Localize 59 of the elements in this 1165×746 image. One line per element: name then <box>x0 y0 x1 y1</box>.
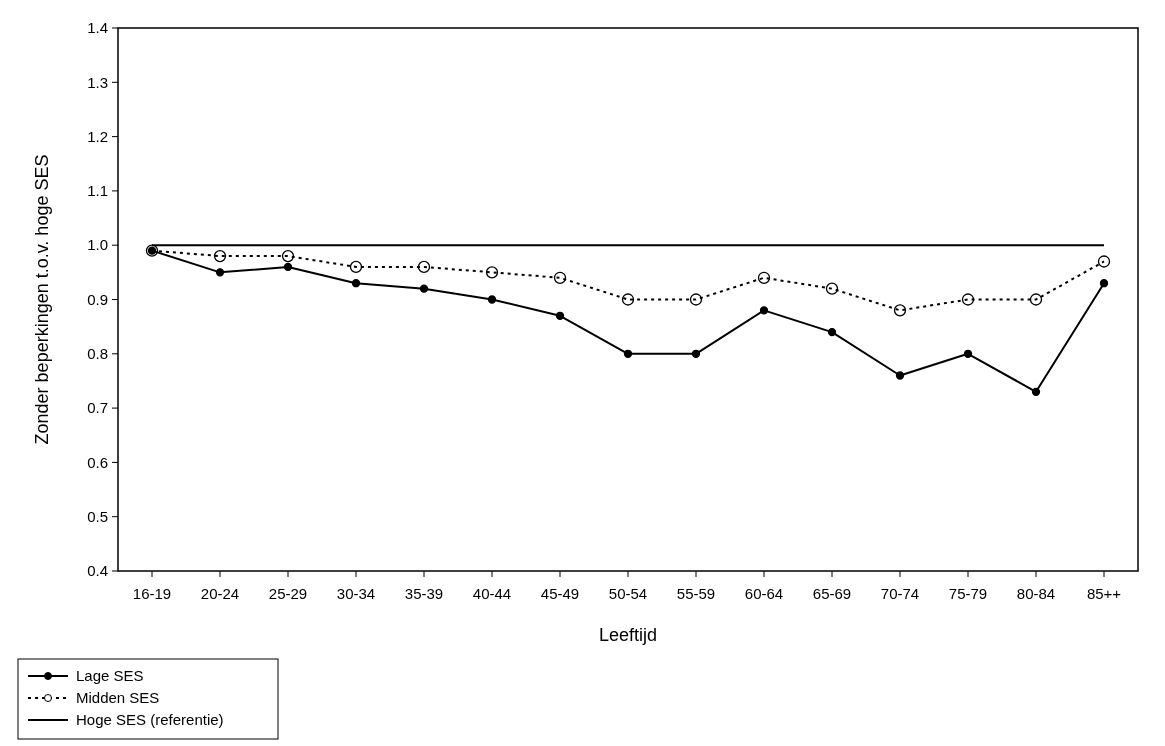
point <box>961 293 975 306</box>
x-tick-label: 75-79 <box>948 585 988 602</box>
x-tick-label: 30-34 <box>336 585 376 602</box>
point <box>281 249 295 263</box>
point <box>351 279 361 288</box>
x-tick-label: 25-29 <box>268 585 308 602</box>
point <box>623 349 633 358</box>
point <box>621 293 635 306</box>
y-tick-label: 0.5 <box>87 507 108 525</box>
y-tick-label: 0.8 <box>87 345 108 363</box>
point <box>349 260 363 274</box>
x-tick-label: 85++ <box>1086 585 1122 602</box>
x-tick-label: 20-24 <box>200 585 240 602</box>
point <box>895 371 905 380</box>
y-tick-label: 1.2 <box>87 127 108 145</box>
point <box>417 260 431 274</box>
y-tick-label: 1.4 <box>87 19 108 37</box>
x-tick-label: 40-44 <box>472 585 512 602</box>
legend-label: Hoge SES (referentie) <box>76 711 224 728</box>
x-tick-label: 80-84 <box>1016 585 1056 602</box>
x-tick-label: 35-39 <box>404 585 444 602</box>
x-tick-label: 55-59 <box>676 585 716 602</box>
legend-label: Midden SES <box>76 689 160 706</box>
point <box>215 268 225 277</box>
point <box>1031 387 1041 396</box>
point <box>213 249 227 263</box>
y-tick-label: 0.7 <box>87 399 108 417</box>
point <box>555 311 565 320</box>
y-tick-label: 1.0 <box>87 236 108 254</box>
y-tick-label: 0.9 <box>87 290 108 308</box>
point <box>485 266 499 279</box>
x-tick-label: 45-49 <box>540 585 580 602</box>
point <box>487 295 497 304</box>
point <box>963 349 973 358</box>
x-axis-title: Leeftijd <box>598 625 658 645</box>
x-tick-label: 65-69 <box>812 585 852 602</box>
y-axis-title: Zonder beperkingen t.o.v. hoge SES <box>32 154 52 445</box>
point <box>691 349 701 358</box>
y-tick-label: 0.6 <box>87 453 108 471</box>
point <box>1029 293 1043 306</box>
point <box>759 306 769 315</box>
point <box>1099 279 1109 288</box>
legend-label: Lage SES <box>76 667 144 684</box>
point <box>283 262 293 272</box>
point <box>1097 255 1111 268</box>
y-tick-label: 1.3 <box>87 73 108 91</box>
point <box>419 284 429 293</box>
x-tick-label: 50-54 <box>608 585 648 602</box>
x-tick-label: 60-64 <box>744 585 784 602</box>
y-tick-label: 0.4 <box>87 562 108 580</box>
point <box>757 271 771 284</box>
x-tick-label: 16-19 <box>132 585 172 602</box>
x-tick-label: 70-74 <box>880 585 920 602</box>
point <box>827 327 837 337</box>
point <box>825 282 839 295</box>
point <box>553 271 567 284</box>
point <box>893 304 907 317</box>
y-tick-label: 1.1 <box>87 182 108 200</box>
point <box>689 293 703 306</box>
